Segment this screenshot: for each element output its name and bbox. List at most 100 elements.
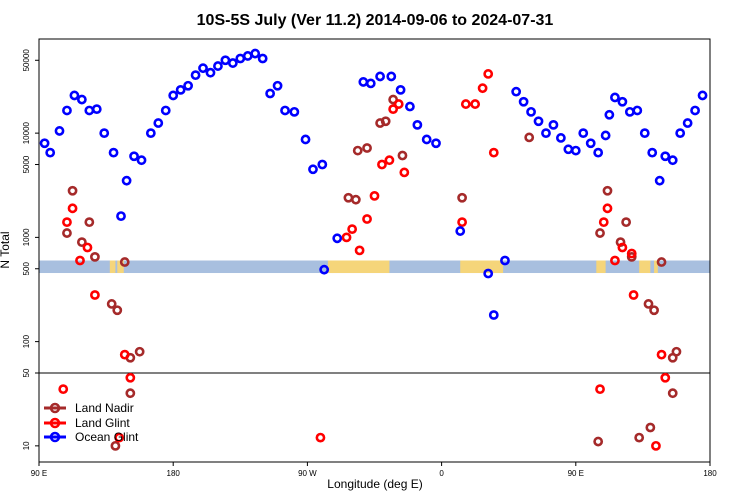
y-tick-label: 10000 [22,121,31,144]
map-land-segment [654,260,658,274]
point-ocean-glint [84,105,95,116]
chart-title: 10S-5S July (Ver 11.2) 2014-09-06 to 202… [197,12,554,29]
point-ocean-glint [518,96,529,107]
point-land-nadir [634,432,645,443]
point-ocean-glint [585,138,596,149]
point-ocean-glint [235,53,246,64]
point-ocean-glint [332,233,343,244]
y-tick-label: 50000 [22,49,31,72]
point-land-nadir [119,257,130,267]
point-land-glint [90,290,100,300]
point-land-nadir [595,228,605,238]
point-ocean-glint [593,147,604,158]
point-land-nadir [84,217,95,228]
point-ocean-glint [108,147,119,158]
point-ocean-glint [69,90,80,101]
point-ocean-glint [675,128,686,139]
point-ocean-glint [617,96,628,107]
x-axis-label: Longitude (deg E) [327,477,422,491]
point-land-glint [125,372,136,383]
point-ocean-glint [39,138,50,149]
y-tick-label: 50 [22,368,31,377]
point-land-nadir [457,192,468,203]
point-ocean-glint [317,159,328,170]
point-ocean-glint [654,175,665,186]
point-ocean-glint [610,92,620,103]
map-land-segment [109,260,116,274]
point-ocean-glint [289,106,300,117]
point-land-glint [656,349,667,360]
point-ocean-glint [500,255,510,266]
point-ocean-glint [563,144,574,155]
point-ocean-glint [421,134,432,145]
legend-marker-ocean-glint [49,431,61,443]
point-ocean-glint [175,84,186,95]
point-land-nadir [593,436,604,447]
point-land-glint [457,217,468,228]
y-tick-label: 1000 [22,228,31,246]
point-ocean-glint [129,151,139,162]
legend-label-land-nadir: Land Nadir [75,401,134,415]
y-tick-label: 5000 [22,155,31,173]
point-ocean-glint [257,53,268,64]
point-ocean-glint [227,58,238,68]
point-land-glint [347,224,358,235]
point-ocean-glint [76,94,87,105]
x-tick-label: 90 E [568,469,584,478]
point-ocean-glint [280,105,290,116]
point-land-nadir [352,145,363,156]
data-points [39,48,708,451]
point-land-nadir [524,132,535,143]
point-ocean-glint [250,48,261,59]
point-land-glint [384,155,395,166]
point-land-glint [341,232,352,243]
map-band [39,260,710,274]
legend: Land Nadir Land Glint Ocean Glint [44,401,139,444]
point-ocean-glint [300,134,311,145]
point-land-glint [460,99,471,109]
x-axis: 90 E 180 90 W 0 90 E 180 [31,462,717,478]
point-land-glint [315,432,326,443]
point-land-glint [477,83,488,94]
point-land-nadir [626,251,637,262]
series-ocean-glint [39,48,708,320]
point-ocean-glint [395,84,406,95]
point-land-nadir [397,150,408,161]
point-ocean-glint [308,164,318,175]
point-land-glint [399,167,410,178]
point-land-nadir [67,185,78,196]
point-land-glint [354,245,365,256]
point-land-glint [617,242,628,253]
point-land-glint [393,99,404,109]
point-ocean-glint [265,88,276,99]
point-land-nadir [621,217,632,228]
point-ocean-glint [526,106,536,117]
point-ocean-glint [153,118,164,128]
point-ocean-glint [190,70,201,81]
point-ocean-glint [386,71,397,82]
point-ocean-glint [690,105,700,116]
point-ocean-glint [488,310,499,320]
point-ocean-glint [213,61,223,71]
map-land-segment [460,260,504,274]
point-ocean-glint [682,118,693,128]
map-land-segment [596,260,606,274]
point-ocean-glint [145,128,156,139]
point-land-nadir [76,237,87,248]
point-land-nadir [62,228,72,238]
y-tick-label: 10 [22,441,31,450]
y-tick-label: 500 [22,262,31,276]
point-ocean-glint [570,145,581,156]
x-tick-label: 90 E [31,469,47,478]
point-ocean-glint [660,151,671,162]
x-tick-label: 90 W [298,469,317,478]
point-land-glint [369,190,380,201]
point-ocean-glint [45,147,56,158]
point-land-glint [651,440,661,451]
point-land-nadir [602,185,613,196]
point-land-nadir [106,299,117,309]
point-ocean-glint [548,119,559,130]
point-land-glint [377,159,387,170]
point-land-nadir [350,194,361,205]
point-land-nadir [671,346,682,357]
